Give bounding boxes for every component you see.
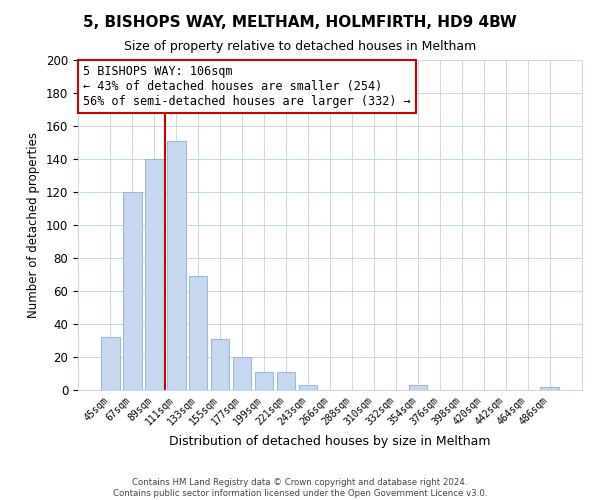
X-axis label: Distribution of detached houses by size in Meltham: Distribution of detached houses by size … (169, 435, 491, 448)
Bar (189, 276, 208, 390)
Text: 5, BISHOPS WAY, MELTHAM, HOLMFIRTH, HD9 4BW: 5, BISHOPS WAY, MELTHAM, HOLMFIRTH, HD9 … (83, 15, 517, 30)
Bar (211, 339, 229, 390)
Bar (101, 337, 119, 390)
Bar (233, 357, 251, 390)
Text: Contains HM Land Registry data © Crown copyright and database right 2024.
Contai: Contains HM Land Registry data © Crown c… (113, 478, 487, 498)
Bar (123, 192, 142, 390)
Bar (409, 385, 427, 390)
Bar (255, 372, 274, 390)
Y-axis label: Number of detached properties: Number of detached properties (28, 132, 40, 318)
Text: Size of property relative to detached houses in Meltham: Size of property relative to detached ho… (124, 40, 476, 53)
Bar (277, 372, 295, 390)
Bar (541, 386, 559, 390)
Bar (145, 159, 164, 390)
Bar (299, 385, 317, 390)
Text: 5 BISHOPS WAY: 106sqm
← 43% of detached houses are smaller (254)
56% of semi-det: 5 BISHOPS WAY: 106sqm ← 43% of detached … (83, 65, 411, 108)
Bar (167, 141, 185, 390)
